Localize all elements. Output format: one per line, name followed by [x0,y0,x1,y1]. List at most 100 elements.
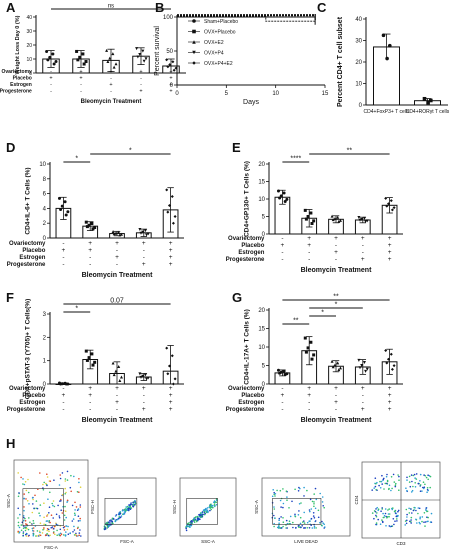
treatment-row-label: Ovariectomy [2,69,33,75]
flow-event [50,527,52,529]
treatment-sign: + [307,392,311,399]
data-point [304,217,308,221]
flow-event [200,516,203,518]
y-tick-label: 3 [43,312,47,318]
flow-event [48,520,51,522]
flow-event [388,513,391,515]
gate [22,488,64,526]
y-axis-label: Weight Loss Day 0 (%) [15,15,21,74]
data-point [46,58,50,62]
treatment-row-label: Placebo [22,393,45,399]
treatment-sign: - [308,256,310,263]
flow-event [72,531,74,533]
flow-event [380,510,382,512]
treatment-sign: + [169,82,172,88]
treatment-sign: + [307,235,311,242]
treatment-sign: + [142,261,146,268]
flow-event [27,528,30,531]
flow-event [38,534,41,536]
data-point [145,377,149,381]
flow-event [294,488,296,491]
treatment-sign: - [50,69,52,75]
data-point [385,204,389,208]
flow-event [274,517,276,519]
flow-event [429,486,432,489]
data-point [118,379,122,382]
flow-event [17,530,20,533]
y-tick-label: 20 [258,162,265,168]
data-point [146,232,150,236]
flow-event [405,522,408,525]
y-tick-label: 0 [43,236,47,242]
flow-event [71,504,74,507]
flow-event [76,491,79,493]
panel-letter-h: H [6,436,15,451]
treatment-sign: - [281,399,283,406]
flow-event [375,522,378,524]
flow-event [193,519,196,522]
flow-event [317,516,320,519]
panel-c: 0 10 20 30 40 Percent CD4+ T cell subset CD4+F… [337,16,449,115]
panel-h: FSC-A SSC-A FSC-A FSC-H SSC-A SSC-H LIVE DEAD S… [6,459,441,550]
flow-event [26,533,28,535]
flow-event [63,534,65,536]
flow-y-label: SSC-A [6,494,11,508]
flow-event [406,516,408,518]
flow-event [75,535,78,537]
flow-event [25,533,27,536]
flow-event [58,515,61,517]
flow-event [61,494,64,496]
y-tick-label: 10 [39,162,46,168]
flow-event [64,480,67,482]
y-tick-label: 8 [43,177,47,183]
flow-event [282,502,285,505]
flow-event [57,504,59,507]
flow-event [26,527,28,530]
treatment-sign: - [116,406,118,413]
flow-event [423,521,425,523]
treatment-sign: + [334,249,338,256]
significance-label: * [75,156,78,163]
flow-event [404,520,407,522]
flow-event [78,534,80,537]
flow-event [295,526,297,529]
flow-event [46,515,48,517]
data-point [59,382,63,386]
data-point [91,227,95,231]
data-point [303,208,307,212]
treatment-sign: - [335,256,337,263]
flow-event [49,534,51,537]
flow-event [297,514,300,516]
flow-event [213,504,216,506]
flow-event [32,520,35,522]
flow-event [377,518,380,521]
flow-event [66,479,69,481]
flow-event [25,489,28,492]
flow-event [77,508,80,510]
flow-event [185,529,188,532]
data-point [145,233,149,237]
flow-event [395,482,397,485]
flow-event [406,513,408,516]
flow-event [383,488,385,490]
data-point [165,58,169,62]
data-point [143,229,147,233]
flow-event [126,505,129,508]
flow-event [60,509,62,511]
flow-event [202,509,205,512]
flow-event [28,503,30,505]
data-point [309,211,313,215]
flow-event [279,489,282,492]
data-point [119,232,123,236]
data-point [389,199,393,203]
data-point [365,367,369,371]
flow-event [373,510,376,512]
flow-event [427,516,429,519]
flow-event [55,513,58,516]
flow-plot: SSC-A SSC-H [172,477,237,544]
flow-event [17,472,20,474]
flow-event [306,521,309,524]
data-point [63,200,67,204]
flow-event [109,521,111,523]
flow-event [134,504,136,506]
